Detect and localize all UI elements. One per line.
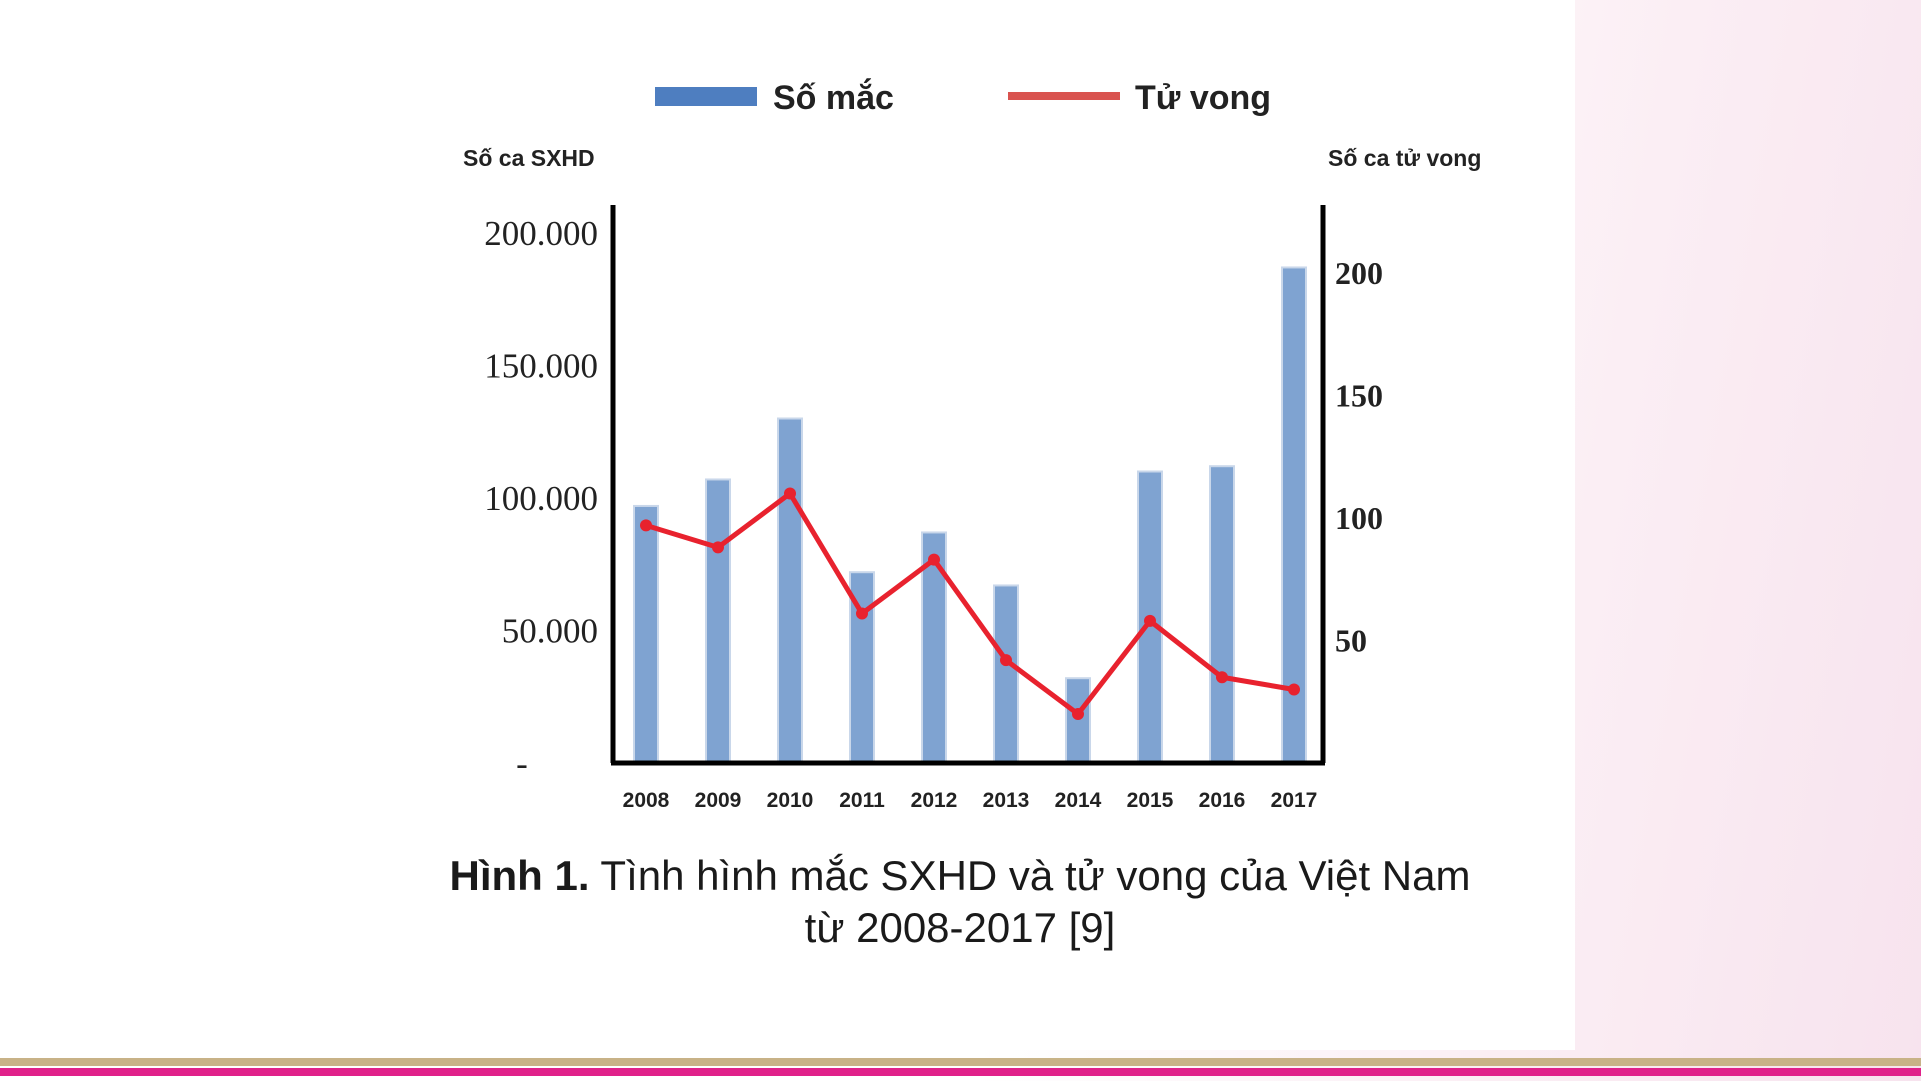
x-tick-label: 2009 [695, 789, 742, 812]
bar [705, 478, 731, 764]
caption-line-1: Tình hình mắc SXHD và tử vong của Việt N… [600, 852, 1471, 899]
line-point [1000, 654, 1012, 667]
bar [1209, 465, 1235, 764]
x-tick-label: 2014 [1055, 789, 1102, 812]
axes [610, 205, 1326, 766]
x-tick-label: 2012 [911, 789, 958, 812]
right-tick-label: 200 [1335, 255, 1383, 291]
left-tick-label: - [516, 744, 528, 783]
figure-caption: Hình 1. Tình hình mắc SXHD và tử vong củ… [330, 850, 1590, 954]
left-tick-label: 100.000 [484, 479, 598, 518]
line-series [640, 487, 1300, 720]
legend-line-swatch [1008, 92, 1120, 100]
legend-label-bar: Số mắc [773, 79, 894, 117]
x-tick-label: 2010 [767, 789, 814, 812]
x-tick-label: 2013 [983, 789, 1030, 812]
x-tick-label: 2015 [1127, 789, 1174, 812]
x-tick-label: 2017 [1271, 789, 1318, 812]
right-tick-label: 50 [1335, 623, 1367, 659]
x-tick-label: 2016 [1199, 789, 1246, 812]
line-point [640, 519, 652, 532]
x-tick-label: 2008 [623, 789, 670, 812]
caption-line-2: từ 2008-2017 [9] [804, 904, 1116, 951]
left-axis-ticks: - 50.000 100.000 150.000 200.000 [484, 214, 598, 783]
right-tick-label: 150 [1335, 378, 1383, 414]
line-point [784, 487, 796, 500]
bar [993, 584, 1019, 765]
line-point [1288, 683, 1300, 696]
line-point [928, 553, 940, 566]
left-axis-title: Số ca SXHD [463, 145, 595, 171]
legend-label-line: Tử vong [1135, 79, 1271, 117]
line-point [1072, 708, 1084, 720]
right-axis-title: Số ca tử vong [1328, 145, 1481, 171]
line-point [856, 607, 868, 620]
bar [1137, 470, 1163, 764]
footer-pink-bar [0, 1068, 1921, 1076]
x-axis-ticks: 2008 2009 2010 2011 2012 2013 2014 2015 2016 2017 [623, 789, 1318, 812]
line-point [1216, 671, 1228, 684]
x-tick-label: 2011 [839, 789, 885, 812]
left-tick-label: 50.000 [502, 612, 598, 651]
right-axis-ticks: 50 100 150 200 [1335, 255, 1383, 659]
footer-gold-bar [0, 1058, 1921, 1066]
bar [1065, 677, 1091, 765]
line-point [1144, 614, 1156, 627]
left-tick-label: 150.000 [484, 347, 598, 386]
legend-bar-swatch [655, 87, 757, 106]
right-tick-label: 100 [1335, 500, 1383, 536]
bar [777, 417, 803, 764]
bar [633, 504, 659, 764]
line-point [712, 541, 724, 554]
death-line [645, 491, 1295, 717]
legend: Số mắc Tử vong [655, 79, 1271, 117]
caption-label: Hình 1. [449, 852, 590, 899]
left-tick-label: 200.000 [484, 214, 598, 253]
